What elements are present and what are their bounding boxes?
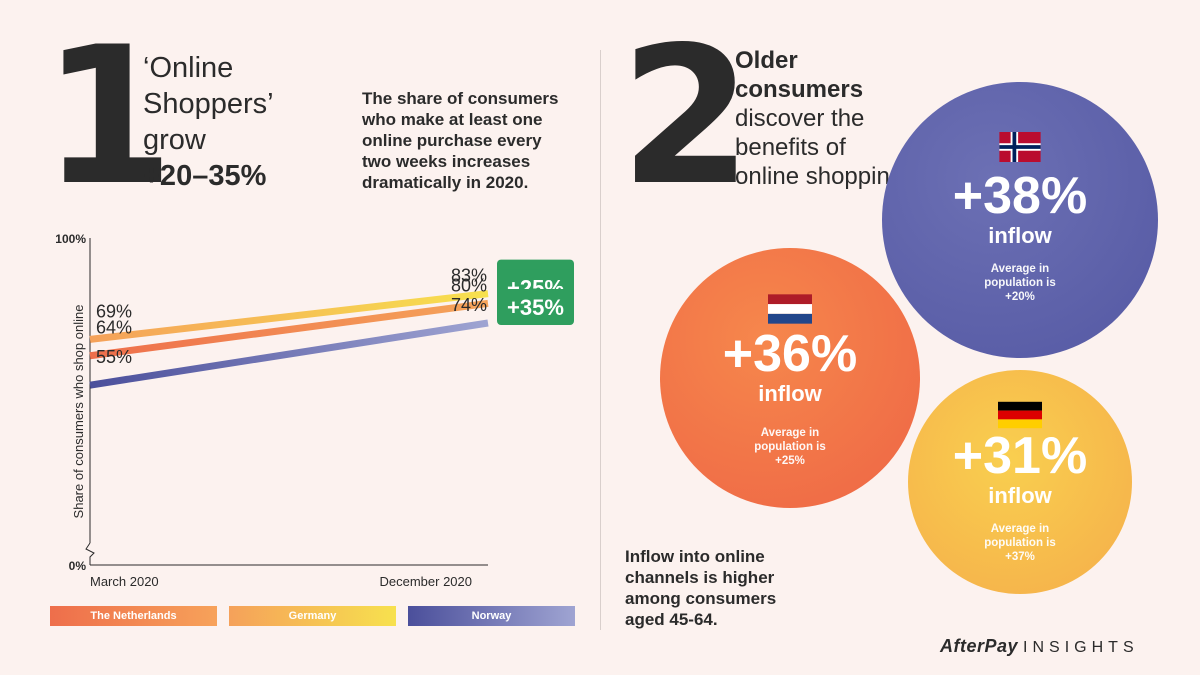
germany-inflow: inflow (988, 483, 1052, 508)
note-line: aged 45-64. (625, 610, 718, 629)
norway-average: Average in population is +20% (882, 262, 1158, 304)
inflow-note: Inflow into online channels is higher am… (625, 546, 845, 630)
norway-circle: +38% inflow Average in population is +20… (882, 82, 1158, 358)
note-line: among consumers (625, 589, 777, 608)
x-tick-label: March 2020 (90, 574, 159, 589)
heading-line: Shoppers’ (143, 88, 274, 120)
heading-line: online shopping. (735, 163, 910, 190)
section1-heading: ‘Online Shoppers’ grow +20–35% (143, 50, 343, 194)
netherlands-circle: +36% inflow Average in population is +25… (660, 248, 920, 508)
avg-line: +25% (775, 455, 805, 467)
change-badge (497, 289, 574, 326)
y-tick-label: 100% (55, 232, 86, 246)
heading-highlight: +20–35% (143, 160, 267, 192)
heading-line: grow (143, 124, 206, 156)
norway-flag-icon (998, 132, 1042, 162)
heading-line: Older (735, 47, 798, 74)
germany-circle: +31% inflow Average in population is +37… (908, 370, 1132, 594)
avg-line: +37% (1005, 551, 1035, 563)
avg-line: Average in (760, 427, 820, 439)
heading-line: consumers (735, 76, 864, 103)
heading-line: ‘Online (143, 52, 234, 84)
desc-line: The share of consumers (362, 89, 559, 108)
netherlands-flag-icon (768, 294, 812, 324)
avg-line: Average in (990, 523, 1050, 535)
legend-netherlands: The Netherlands (50, 606, 217, 626)
axis-break-mark (85, 542, 95, 565)
germany-flag-icon (998, 400, 1042, 430)
avg-line: population is (984, 277, 1056, 289)
avg-line: population is (984, 537, 1056, 549)
y-tick-label: 0% (69, 559, 87, 573)
germany-average: Average in population is +37% (908, 522, 1132, 564)
start-value-label: 69% (96, 301, 132, 321)
brand-logo: AfterPay INSIGHTS (940, 636, 1139, 657)
section1-description: The share of consumers who make at least… (362, 88, 592, 193)
netherlands-value: +36% (722, 325, 858, 383)
section-number-2: 2 (620, 6, 752, 227)
section-divider (600, 50, 601, 630)
x-tick-label: December 2020 (380, 574, 473, 589)
section2-heading: Older consumers discover the benefits of… (735, 46, 965, 191)
germany-value: +31% (952, 427, 1088, 485)
brand-suffix: INSIGHTS (1023, 639, 1139, 656)
desc-line: who make at least one (362, 110, 543, 129)
avg-line: Average in (990, 263, 1050, 275)
legend-norway: Norway (408, 606, 575, 626)
change-badge-label: +35% (507, 295, 564, 320)
desc-line: dramatically in 2020. (362, 173, 529, 192)
desc-line: two weeks increases (362, 152, 531, 171)
brand-name: AfterPay (940, 636, 1019, 656)
section-number-1: 1 (42, 6, 174, 227)
legend-germany: Germany (229, 606, 396, 626)
series-line-norway (89, 319, 489, 389)
end-value-label: 83% (451, 266, 487, 286)
y-axis-title: Share of consumers who shop online (71, 305, 86, 519)
line-chart: 100% 0% Share of consumers who shop online… (55, 232, 574, 589)
series-line-the-netherlands (89, 299, 489, 360)
note-line: Inflow into online (625, 547, 765, 566)
start-value-label: 55% (96, 347, 132, 367)
netherlands-inflow: inflow (758, 381, 822, 406)
heading-line: discover the (735, 105, 865, 132)
heading-line: benefits of (735, 134, 846, 161)
norway-value: +38% (952, 167, 1088, 225)
note-line: channels is higher (625, 568, 775, 587)
avg-line: +20% (1005, 291, 1035, 303)
netherlands-average: Average in population is +25% (660, 426, 920, 468)
desc-line: online purchase every (362, 131, 542, 150)
end-value-label: 74% (451, 295, 487, 315)
avg-line: population is (754, 441, 826, 453)
series-line-germany (89, 290, 489, 343)
start-value-label: 64% (96, 318, 132, 338)
norway-inflow: inflow (988, 223, 1052, 248)
end-value-label: 80% (451, 275, 487, 295)
